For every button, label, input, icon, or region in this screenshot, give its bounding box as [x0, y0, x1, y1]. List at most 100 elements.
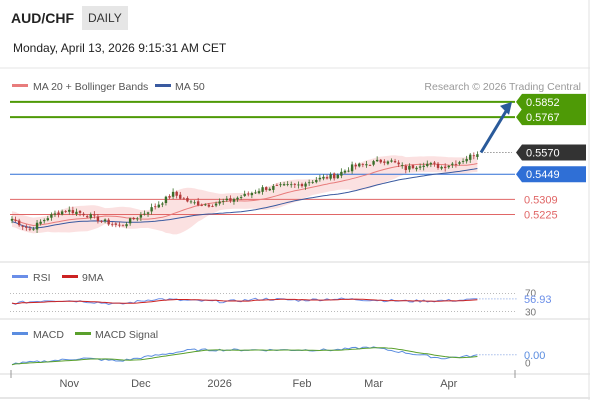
- candle-body: [46, 218, 49, 221]
- candle-body: [193, 202, 196, 204]
- candle-body: [150, 207, 153, 212]
- candle-body: [261, 187, 264, 192]
- macd-signal-legend-label: MACD Signal: [95, 329, 158, 341]
- candle-body: [232, 199, 236, 202]
- candle-body: [89, 214, 92, 218]
- candle-body: [297, 184, 300, 186]
- resistance-level-label: 0.5767: [526, 112, 560, 124]
- candle-body: [458, 162, 461, 164]
- candle-body: [443, 166, 447, 169]
- candle-body: [368, 165, 372, 166]
- candle-body: [128, 218, 132, 224]
- candle-body: [472, 155, 476, 157]
- candle-body: [179, 194, 182, 199]
- time-axis-label: Nov: [59, 378, 79, 390]
- candle-body: [318, 177, 322, 180]
- resistance-level-tag: [516, 109, 586, 126]
- candle-body: [418, 166, 422, 168]
- candle-body: [164, 196, 168, 204]
- candle-body: [354, 164, 357, 167]
- macd-last-value: 0.00: [524, 350, 545, 362]
- candle-body: [71, 210, 75, 214]
- candle-body: [68, 209, 71, 212]
- candle-body: [139, 214, 143, 218]
- candle-body: [157, 204, 160, 208]
- candle-body: [243, 193, 246, 196]
- candle-body: [32, 229, 35, 231]
- ma50-legend-label: MA 50: [175, 81, 205, 93]
- candle-body: [214, 203, 218, 206]
- candle-body: [222, 200, 225, 202]
- candle-body: [307, 182, 311, 184]
- candle-body: [325, 177, 329, 179]
- candle-body: [21, 226, 24, 227]
- candle-body: [154, 206, 157, 208]
- candle-body: [272, 186, 275, 190]
- candle-body: [365, 164, 368, 166]
- time-axis: Nov Dec 2026 Feb Mar Apr: [10, 370, 516, 390]
- candle-body: [440, 166, 443, 169]
- candle-body: [60, 211, 64, 215]
- rsi-ma-legend-swatch: [62, 275, 78, 278]
- macd-line: [11, 346, 478, 366]
- support-level-label: 0.5309: [524, 194, 558, 206]
- candle-body: [361, 163, 365, 165]
- candle-body: [171, 191, 175, 197]
- candle-body: [375, 159, 379, 162]
- macd-zero-tick: 0: [525, 359, 531, 370]
- level-lines-layer: 0.5852 0.5767 0.5570 0.5449 0.5309 0.5225: [10, 93, 586, 221]
- candle-body: [411, 165, 415, 169]
- macd-legend-label: MACD: [33, 329, 64, 341]
- rsi-70-tick: 70: [525, 289, 537, 300]
- candle-body: [218, 201, 221, 204]
- rsi-indicator-layer: 70 30 56.93: [10, 289, 552, 319]
- candle-body: [426, 163, 429, 167]
- rsi-last-value: 56.93: [524, 294, 552, 306]
- candle-body: [121, 225, 125, 227]
- candle-body: [293, 183, 297, 185]
- time-axis-label: 2026: [207, 378, 231, 390]
- candle-body: [476, 154, 479, 157]
- candle-body: [85, 216, 89, 218]
- candle-body: [161, 203, 164, 205]
- candle-body: [350, 164, 354, 172]
- candle-body: [14, 220, 17, 221]
- time-axis-label: Apr: [440, 378, 457, 390]
- candle-body: [182, 198, 186, 200]
- candle-body: [254, 192, 257, 194]
- candle-body: [146, 212, 150, 214]
- candle-body: [404, 165, 407, 171]
- candle-body: [451, 163, 454, 165]
- candle-body: [17, 220, 21, 226]
- candle-body: [282, 184, 286, 186]
- ma50-legend-swatch: [155, 84, 171, 87]
- candle-body: [53, 213, 57, 215]
- symbol-title: AUD/CHF: [11, 10, 74, 26]
- candle-body: [383, 161, 386, 163]
- rsi-ma-legend-label: 9MA: [82, 272, 104, 284]
- candle-body: [333, 173, 336, 179]
- candle-body: [415, 167, 418, 170]
- candle-body: [75, 211, 78, 215]
- candle-body: [114, 223, 118, 225]
- ma50-line: [11, 168, 478, 229]
- candle-body: [268, 188, 271, 191]
- candle-body: [28, 228, 32, 230]
- rsi-ma-line: [11, 298, 478, 305]
- candle-body: [433, 162, 436, 164]
- candle-body: [96, 216, 100, 222]
- timeframe-badge[interactable]: DAILY: [82, 6, 128, 30]
- rsi-legend-swatch: [12, 275, 28, 278]
- candle-body: [322, 176, 325, 179]
- candle-body: [204, 204, 207, 206]
- candle-body: [286, 184, 289, 185]
- candle-body: [401, 165, 404, 166]
- candle-body: [229, 198, 232, 201]
- candle-body: [107, 219, 110, 225]
- report-datetime: Monday, April 13, 2026 9:15:31 AM CET: [13, 41, 227, 55]
- candle-body: [103, 219, 107, 222]
- time-axis-label: Feb: [292, 378, 311, 390]
- macd-indicator-layer: 00.00: [11, 346, 545, 370]
- candle-body: [111, 224, 114, 226]
